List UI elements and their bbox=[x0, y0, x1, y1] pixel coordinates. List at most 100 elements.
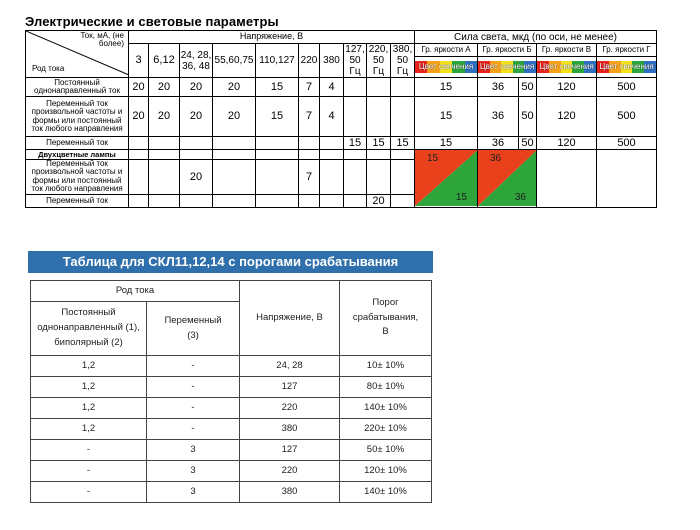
cell: 36 bbox=[477, 77, 519, 97]
page-title: Электрические и световые параметры bbox=[25, 14, 279, 29]
color-swatch-cell: Цвет свечения bbox=[414, 56, 478, 78]
cell: 120 bbox=[536, 77, 597, 97]
voltage-col: 127, 50 Гц bbox=[343, 43, 367, 78]
voltage-col: 3 bbox=[128, 43, 149, 78]
cell: - bbox=[146, 397, 240, 419]
cell: 120 bbox=[536, 96, 597, 137]
bicolor-red-triangle bbox=[478, 150, 536, 206]
light-header: Сила света, мкд (по оси, не менее) bbox=[414, 30, 657, 44]
cell: 15 bbox=[366, 135, 391, 151]
cell bbox=[255, 135, 299, 151]
cell: 50 bbox=[518, 77, 537, 97]
voltage-col: 220 bbox=[298, 43, 320, 78]
cell: 3 bbox=[146, 439, 240, 461]
voltage-col: 110,127 bbox=[255, 43, 299, 78]
color-swatch bbox=[478, 61, 490, 74]
threshold-table: Род тока Напряжение, В Порог срабатывани… bbox=[30, 280, 432, 503]
bicolor-b-cell: 36 36 bbox=[477, 149, 537, 208]
cell: - bbox=[146, 376, 240, 398]
electrical-parameters-table: Ток, мА, (не более) Род тока Напряжение,… bbox=[25, 30, 657, 208]
color-swatch-cell: Цвет свечения bbox=[536, 56, 597, 78]
color-swatch bbox=[439, 61, 453, 74]
brightness-group-c: Гр. яркости В bbox=[536, 42, 597, 58]
cell bbox=[366, 96, 391, 137]
cell: 7 bbox=[298, 159, 320, 195]
color-label: Цвет свечения bbox=[418, 62, 474, 72]
cell: 20 bbox=[128, 77, 149, 97]
cell: 20 bbox=[179, 77, 213, 97]
threshold-header: Порог срабатывания, В bbox=[339, 280, 432, 356]
cell: 36 bbox=[477, 96, 519, 137]
cell bbox=[343, 77, 367, 97]
cell: 1,2 bbox=[30, 418, 147, 440]
cell: 15 bbox=[343, 135, 367, 151]
cell: 127 bbox=[239, 439, 340, 461]
cell: 20 bbox=[366, 193, 391, 208]
cell bbox=[148, 135, 180, 151]
cell: 15 bbox=[414, 135, 478, 151]
cell: 120 bbox=[536, 135, 597, 151]
cell: 20 bbox=[179, 96, 213, 137]
table-row: 1,2 - 24, 28 10± 10% bbox=[30, 355, 432, 377]
cell bbox=[390, 96, 415, 137]
cell: 50 bbox=[518, 135, 537, 151]
cell: 20 bbox=[148, 96, 180, 137]
section-label: Двухцветные лампы bbox=[25, 149, 129, 161]
color-swatch bbox=[537, 61, 549, 74]
rod-toka-header: Род тока bbox=[30, 280, 240, 302]
color-swatch bbox=[597, 61, 609, 74]
color-strip: Цвет свечения bbox=[415, 61, 477, 74]
cell: 220± 10% bbox=[339, 418, 432, 440]
cell bbox=[319, 135, 344, 151]
cell bbox=[212, 135, 256, 151]
table-row: - 3 220 120± 10% bbox=[30, 460, 432, 482]
cell: 3 bbox=[146, 460, 240, 482]
cell: 20 bbox=[179, 159, 213, 195]
bicolor-green-triangle bbox=[478, 151, 536, 207]
color-label: Цвет свечения bbox=[539, 62, 594, 72]
cell bbox=[343, 96, 367, 137]
bicolor-green-triangle bbox=[415, 151, 477, 207]
table-row: Переменный ток 20 bbox=[25, 193, 657, 208]
cell: 140± 10% bbox=[339, 481, 432, 503]
bicolor-a-cell: 15 15 bbox=[414, 149, 478, 208]
color-swatch bbox=[644, 61, 656, 74]
cell: 7 bbox=[298, 96, 320, 137]
color-swatch bbox=[427, 61, 440, 74]
cell: 15 bbox=[255, 96, 299, 137]
cell: 220 bbox=[239, 460, 340, 482]
dc-header: Постоянный однонаправленный (1), биполяр… bbox=[30, 301, 147, 356]
cell: 36 bbox=[477, 135, 519, 151]
color-swatch bbox=[501, 61, 513, 74]
cell bbox=[179, 135, 213, 151]
cell: 7 bbox=[298, 77, 320, 97]
bicolor-a-top: 15 bbox=[427, 153, 439, 165]
cell: 380 bbox=[239, 481, 340, 503]
cell: 15 bbox=[414, 77, 478, 97]
color-swatch bbox=[489, 61, 502, 74]
color-label: Цвет свечения bbox=[479, 62, 535, 72]
cell: - bbox=[30, 481, 147, 503]
color-swatch bbox=[608, 61, 621, 74]
cell: 120± 10% bbox=[339, 460, 432, 482]
color-swatch bbox=[512, 61, 525, 74]
table-row: - 3 127 50± 10% bbox=[30, 439, 432, 461]
table-row: 1,2 - 380 220± 10% bbox=[30, 418, 432, 440]
cell: 15 bbox=[414, 96, 478, 137]
color-swatch-cell: Цвет свечения bbox=[477, 56, 537, 78]
cell: 10± 10% bbox=[339, 355, 432, 377]
cell: 140± 10% bbox=[339, 397, 432, 419]
table-row: Переменный ток произвольной частоты и фо… bbox=[25, 159, 657, 195]
color-swatch bbox=[560, 61, 573, 74]
table-row: Двухцветные лампы 15 15 36 36 bbox=[25, 149, 657, 208]
color-swatch bbox=[548, 61, 561, 74]
corner-bottom-label: Род тока bbox=[32, 64, 65, 74]
cell: 4 bbox=[319, 77, 344, 97]
cell: - bbox=[146, 418, 240, 440]
table-row: 1,2 - 127 80± 10% bbox=[30, 376, 432, 398]
cell: 1,2 bbox=[30, 376, 147, 398]
row-label: Постоянный однонаправленный ток bbox=[25, 77, 129, 97]
color-swatch bbox=[415, 61, 428, 74]
color-swatch bbox=[620, 61, 633, 74]
cell bbox=[366, 77, 391, 97]
